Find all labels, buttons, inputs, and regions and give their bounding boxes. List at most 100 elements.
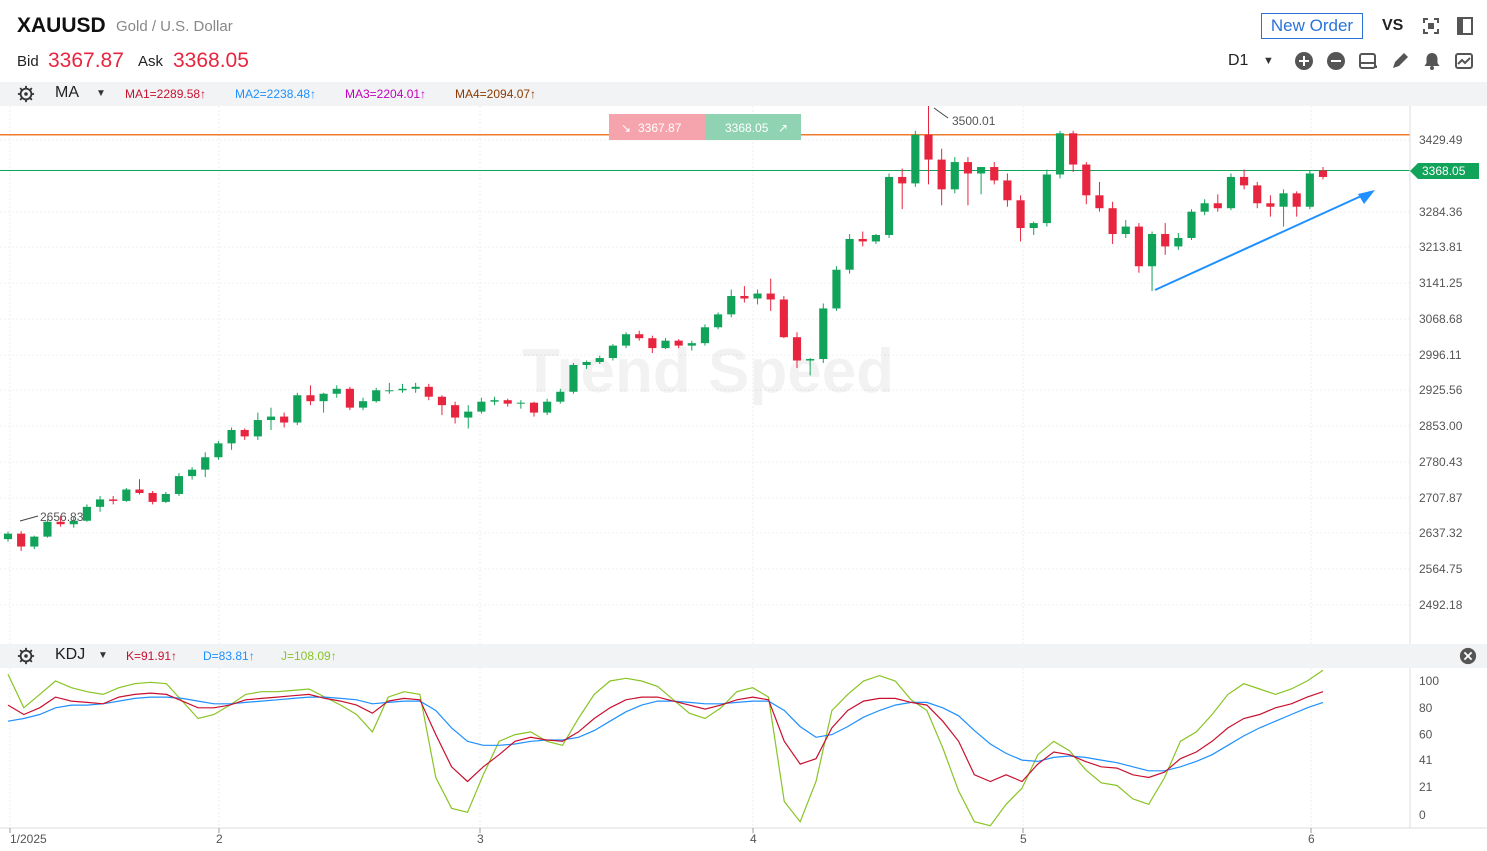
candle-body <box>424 386 433 397</box>
zoom-in-icon[interactable] <box>1294 51 1314 71</box>
gear-icon[interactable] <box>17 85 35 103</box>
date-tick-label: 4 <box>750 832 757 846</box>
candle-body <box>595 358 604 363</box>
candle-body <box>648 338 657 349</box>
candle-body <box>332 388 341 394</box>
low-annotation: 2656.83 <box>40 510 84 524</box>
date-tick-label: 2 <box>216 832 223 846</box>
sell-quote[interactable]: 3367.87 <box>638 121 682 135</box>
chevron-down-icon[interactable]: ▼ <box>98 650 108 661</box>
candle-body <box>398 388 407 391</box>
candle-body <box>161 493 170 502</box>
grid-lines <box>0 106 1410 828</box>
candle-body <box>1055 133 1065 175</box>
high-annotation: 3500.01 <box>952 114 996 128</box>
candle-body <box>621 334 631 346</box>
kdj-j-value: J=108.09↑ <box>281 649 337 663</box>
date-tick-label: 1/2025 <box>10 832 47 846</box>
date-tick-label: 6 <box>1308 832 1315 846</box>
candle-body <box>1213 203 1222 209</box>
candle-body <box>832 269 841 309</box>
candle-body <box>779 299 788 338</box>
candle-body <box>740 296 749 299</box>
period-select[interactable]: D1 <box>1228 52 1249 69</box>
candle-body <box>1161 234 1170 247</box>
price-tick-label: 3429.49 <box>1419 133 1463 147</box>
date-axis: 1/2025 2 3 4 5 6 <box>0 827 1487 846</box>
candle-body <box>687 343 696 346</box>
ma1-value: MA1=2289.58↑ <box>125 87 207 101</box>
window-icon[interactable] <box>1455 16 1475 36</box>
candle-body <box>950 162 959 190</box>
candle-body <box>569 364 578 392</box>
candle-body <box>1095 195 1104 209</box>
kdj-k-value: K=91.91↑ <box>126 649 178 663</box>
price-tick-label: 3141.25 <box>1419 276 1463 290</box>
candle-body <box>766 293 775 300</box>
bid-value: 3367.87 <box>48 49 124 72</box>
candle-body <box>1226 176 1236 209</box>
ma-indicator-name[interactable]: MA <box>55 84 79 101</box>
kdj-axis: 100 80 60 41 21 0 <box>1419 674 1439 822</box>
candle-body <box>503 400 512 404</box>
close-icon[interactable] <box>1459 647 1477 665</box>
ma2-value: MA2=2238.48↑ <box>235 87 317 101</box>
candle-body <box>437 396 447 406</box>
trendline <box>1154 190 1375 291</box>
candle-body <box>1200 203 1209 212</box>
candle-body <box>1042 174 1051 224</box>
draw-pencil-icon[interactable] <box>1390 51 1410 71</box>
ma4-value: MA4=2094.07↑ <box>455 87 537 101</box>
zoom-out-icon[interactable] <box>1326 51 1346 71</box>
current-price-tag: 3368.05 <box>1410 163 1479 179</box>
kdj-d-value: D=83.81↑ <box>203 649 255 663</box>
candle-body <box>148 492 157 502</box>
chevron-down-icon[interactable]: ▼ <box>1263 55 1274 67</box>
kdj-indicator-name[interactable]: KDJ <box>55 646 86 663</box>
sell-quote-bg[interactable] <box>609 114 705 140</box>
price-axis: 3429.49 3284.36 3213.81 3141.25 3068.68 2996.… <box>1409 106 1463 644</box>
quote-box[interactable]: ↘ 3367.87 3368.05 ↗ <box>609 114 801 140</box>
buy-quote-bg[interactable] <box>705 114 801 140</box>
price-tick-label: 2707.87 <box>1419 491 1463 505</box>
new-order-button[interactable]: New Order <box>1261 13 1363 39</box>
candle-body <box>911 134 920 184</box>
candle-body <box>227 429 236 444</box>
gear-icon[interactable] <box>17 647 35 665</box>
kdj-d-line <box>7 696 1324 772</box>
high-annotation-leader <box>933 107 949 119</box>
candle-body <box>345 388 354 408</box>
indicator-icon[interactable] <box>1454 51 1474 71</box>
price-tick-label: 2564.75 <box>1419 562 1463 576</box>
chevron-down-icon[interactable]: ▼ <box>96 88 106 99</box>
kdj-indicator-bar: KDJ ▼ K=91.91↑ D=83.81↑ J=108.09↑ <box>0 644 1487 668</box>
candle-body <box>411 386 420 389</box>
alert-bell-icon[interactable] <box>1422 51 1442 71</box>
candle-body <box>372 390 381 402</box>
candle-body <box>135 489 144 493</box>
chart-type-icon[interactable] <box>1358 51 1378 71</box>
candle-body <box>306 395 315 402</box>
candle-body <box>1108 208 1117 235</box>
candle-body <box>490 400 499 402</box>
candle-body <box>69 520 78 525</box>
buy-quote[interactable]: 3368.05 <box>725 121 769 135</box>
candle-body <box>1029 223 1038 229</box>
candle-body <box>358 401 368 408</box>
candle-body <box>122 489 131 501</box>
price-tick-label: 2637.32 <box>1419 526 1463 540</box>
date-tick-label: 5 <box>1020 832 1027 846</box>
kdj-chart <box>7 668 1411 828</box>
candle-body <box>17 533 26 547</box>
current-price-tag-bg <box>1410 163 1479 179</box>
kdj-tick-label: 21 <box>1419 780 1433 794</box>
candle-body <box>937 159 946 190</box>
candle-body <box>516 402 525 404</box>
vs-button[interactable]: VS <box>1382 17 1404 34</box>
kdj-tick-label: 0 <box>1419 808 1426 822</box>
candle-body <box>819 308 828 360</box>
candle-body <box>1016 200 1025 229</box>
price-tick-label: 3068.68 <box>1419 312 1463 326</box>
fullscreen-icon[interactable] <box>1421 16 1441 36</box>
